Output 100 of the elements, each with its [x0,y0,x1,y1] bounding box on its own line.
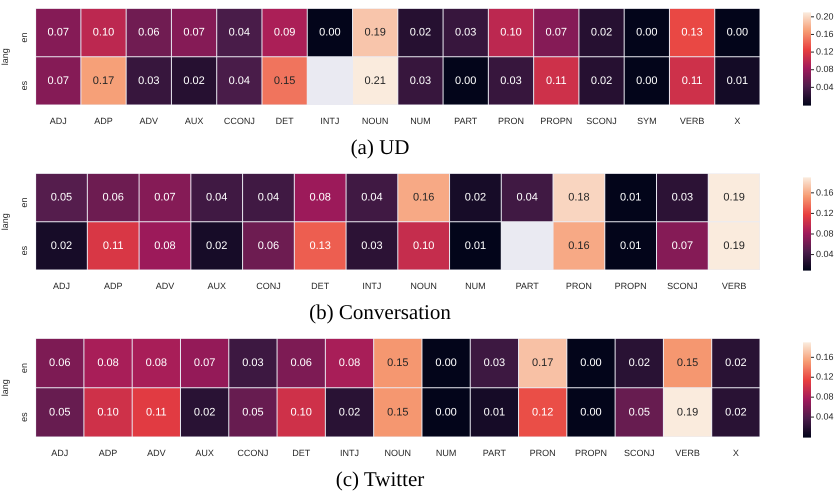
data-label: 0.05 [628,406,650,418]
color-bar-label: 0.08 [816,228,834,238]
x-tick-label: VERB [675,448,700,458]
x-tick-label: ADJ [52,280,70,291]
color-bar-label: 0.20 [816,11,834,22]
data-label: 0.02 [206,240,228,252]
x-tick-label: NUM [436,448,456,458]
data-label: 0.00 [435,357,457,370]
data-label: 0.03 [484,357,506,370]
x-tick-label: ADP [98,448,118,458]
data-label: 0.05 [242,406,264,418]
data-label: 0.00 [636,26,658,39]
data-label: 0.04 [516,192,538,204]
data-label: 0.07 [48,26,69,39]
color-bar-label: 0.04 [816,249,834,260]
x-tick-label: DET [311,280,330,291]
data-label: 0.07 [154,192,176,204]
x-tick-label: PROPN [614,280,647,291]
data-label: 0.03 [500,74,522,87]
data-label: 0.10 [412,240,434,252]
x-tick-label: DET [276,116,294,126]
x-tick-label: SCONJ [586,116,617,126]
x-tick-label: PRON [530,448,556,458]
x-tick-label: ADV [140,116,158,126]
data-label: 0.19 [676,406,698,418]
y-tick-label: es [19,412,30,422]
data-label: 0.05 [49,406,70,418]
data-label: 0.03 [361,240,383,252]
data-label: 0.06 [102,192,124,204]
data-label: 0.01 [464,240,486,252]
x-tick-label: AUX [184,116,204,126]
x-tick-label: PART [516,280,540,291]
x-tick-label: ADP [104,280,122,291]
data-label: 0.08 [338,357,360,370]
x-tick-label: SYM [637,116,657,126]
data-label: 0.21 [364,74,386,87]
x-tick-label: X [734,116,740,126]
data-label: 0.17 [532,357,554,370]
data-label: 0.03 [138,74,160,87]
data-label: 0.12 [532,406,554,418]
color-bar-label: 0.08 [816,64,834,74]
x-tick-label: AUX [195,448,214,458]
x-tick-label: INTJ [340,448,360,458]
data-label: 0.17 [92,74,114,87]
data-label: 0.01 [620,192,642,204]
data-label: 0.00 [319,26,341,39]
color-bar-label: 0.16 [816,28,834,39]
data-label: 0.15 [387,406,409,418]
data-label: 0.02 [725,406,747,418]
data-label: 0.04 [228,74,250,87]
x-tick-label: NOUN [410,280,437,291]
x-tick-label: PART [482,448,506,458]
y-tick-label: es [19,245,30,256]
data-label: 0.15 [387,357,409,370]
x-tick-label: NOUN [384,448,412,458]
x-tick-label: NUM [465,280,486,291]
data-label: 0.04 [228,26,250,39]
data-label: 0.08 [154,240,176,252]
x-tick-label: SCONJ [624,448,655,458]
color-bar-label: 0.16 [816,187,834,198]
x-tick-label: NOUN [362,116,388,126]
data-label: 0.00 [580,406,602,418]
data-label: 0.11 [102,240,124,252]
data-label: 0.10 [92,26,114,39]
y-axis-title: lang [0,48,10,66]
data-label: 0.16 [412,192,434,204]
y-axis-title: lang [0,379,10,396]
x-tick-label: PART [454,116,478,126]
x-tick-label: ADJ [50,116,67,126]
data-label: 0.07 [546,26,567,39]
data-label: 0.06 [49,357,70,370]
x-tick-label: ADV [156,280,174,291]
data-label: 0.08 [146,357,168,370]
y-axis-title: lang [0,213,10,230]
x-tick-label: PROPN [574,448,607,458]
color-bar-label: 0.04 [816,412,834,422]
data-label: 0.02 [410,26,432,39]
data-label: 0.03 [672,192,694,204]
data-label: 0.19 [364,26,386,39]
y-tick-label: en [19,32,30,43]
x-tick-label: VERB [722,280,746,291]
data-label: 0.10 [290,406,312,418]
x-tick-label: INTJ [320,116,340,126]
x-tick-label: ADV [147,448,166,458]
data-label: 0.00 [726,26,748,39]
data-label: 0.02 [194,406,216,418]
text: (a) UD [350,134,410,159]
x-tick-label: PRON [498,116,524,126]
data-label: 0.02 [464,192,486,204]
data-label: 0.07 [672,240,694,252]
data-label: 0.11 [546,74,567,87]
data-label: 0.10 [97,406,119,418]
data-label: 0.02 [725,357,747,370]
x-tick-label: INTJ [362,280,382,291]
data-label: 0.02 [590,74,612,87]
data-label: 0.00 [580,357,602,370]
data-label: 0.03 [455,26,476,39]
y-tick-label: en [19,363,30,374]
x-tick-label: CONJ [256,280,281,291]
text: (c) Twitter [336,466,424,491]
